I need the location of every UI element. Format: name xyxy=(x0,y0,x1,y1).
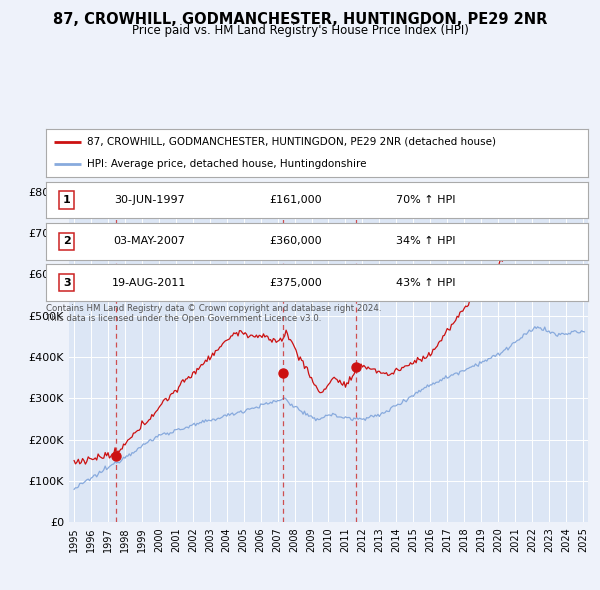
Text: 3: 3 xyxy=(353,204,360,213)
Text: HPI: Average price, detached house, Huntingdonshire: HPI: Average price, detached house, Hunt… xyxy=(87,159,367,169)
Text: 1: 1 xyxy=(63,195,71,205)
Text: £360,000: £360,000 xyxy=(269,237,322,246)
Text: £375,000: £375,000 xyxy=(269,278,322,287)
Text: 1: 1 xyxy=(113,204,120,213)
Text: 34% ↑ HPI: 34% ↑ HPI xyxy=(396,237,455,246)
Text: 2: 2 xyxy=(280,204,287,213)
Text: 70% ↑ HPI: 70% ↑ HPI xyxy=(396,195,455,205)
Text: 19-AUG-2011: 19-AUG-2011 xyxy=(112,278,187,287)
Text: 30-JUN-1997: 30-JUN-1997 xyxy=(114,195,185,205)
Text: Contains HM Land Registry data © Crown copyright and database right 2024.
This d: Contains HM Land Registry data © Crown c… xyxy=(46,304,382,323)
Text: 3: 3 xyxy=(63,278,71,287)
Text: Price paid vs. HM Land Registry's House Price Index (HPI): Price paid vs. HM Land Registry's House … xyxy=(131,24,469,37)
Text: £161,000: £161,000 xyxy=(269,195,322,205)
Text: 87, CROWHILL, GODMANCHESTER, HUNTINGDON, PE29 2NR (detached house): 87, CROWHILL, GODMANCHESTER, HUNTINGDON,… xyxy=(87,137,496,147)
Text: 2: 2 xyxy=(63,237,71,246)
Text: 03-MAY-2007: 03-MAY-2007 xyxy=(113,237,185,246)
Text: 87, CROWHILL, GODMANCHESTER, HUNTINGDON, PE29 2NR: 87, CROWHILL, GODMANCHESTER, HUNTINGDON,… xyxy=(53,12,547,27)
Text: 43% ↑ HPI: 43% ↑ HPI xyxy=(396,278,455,287)
